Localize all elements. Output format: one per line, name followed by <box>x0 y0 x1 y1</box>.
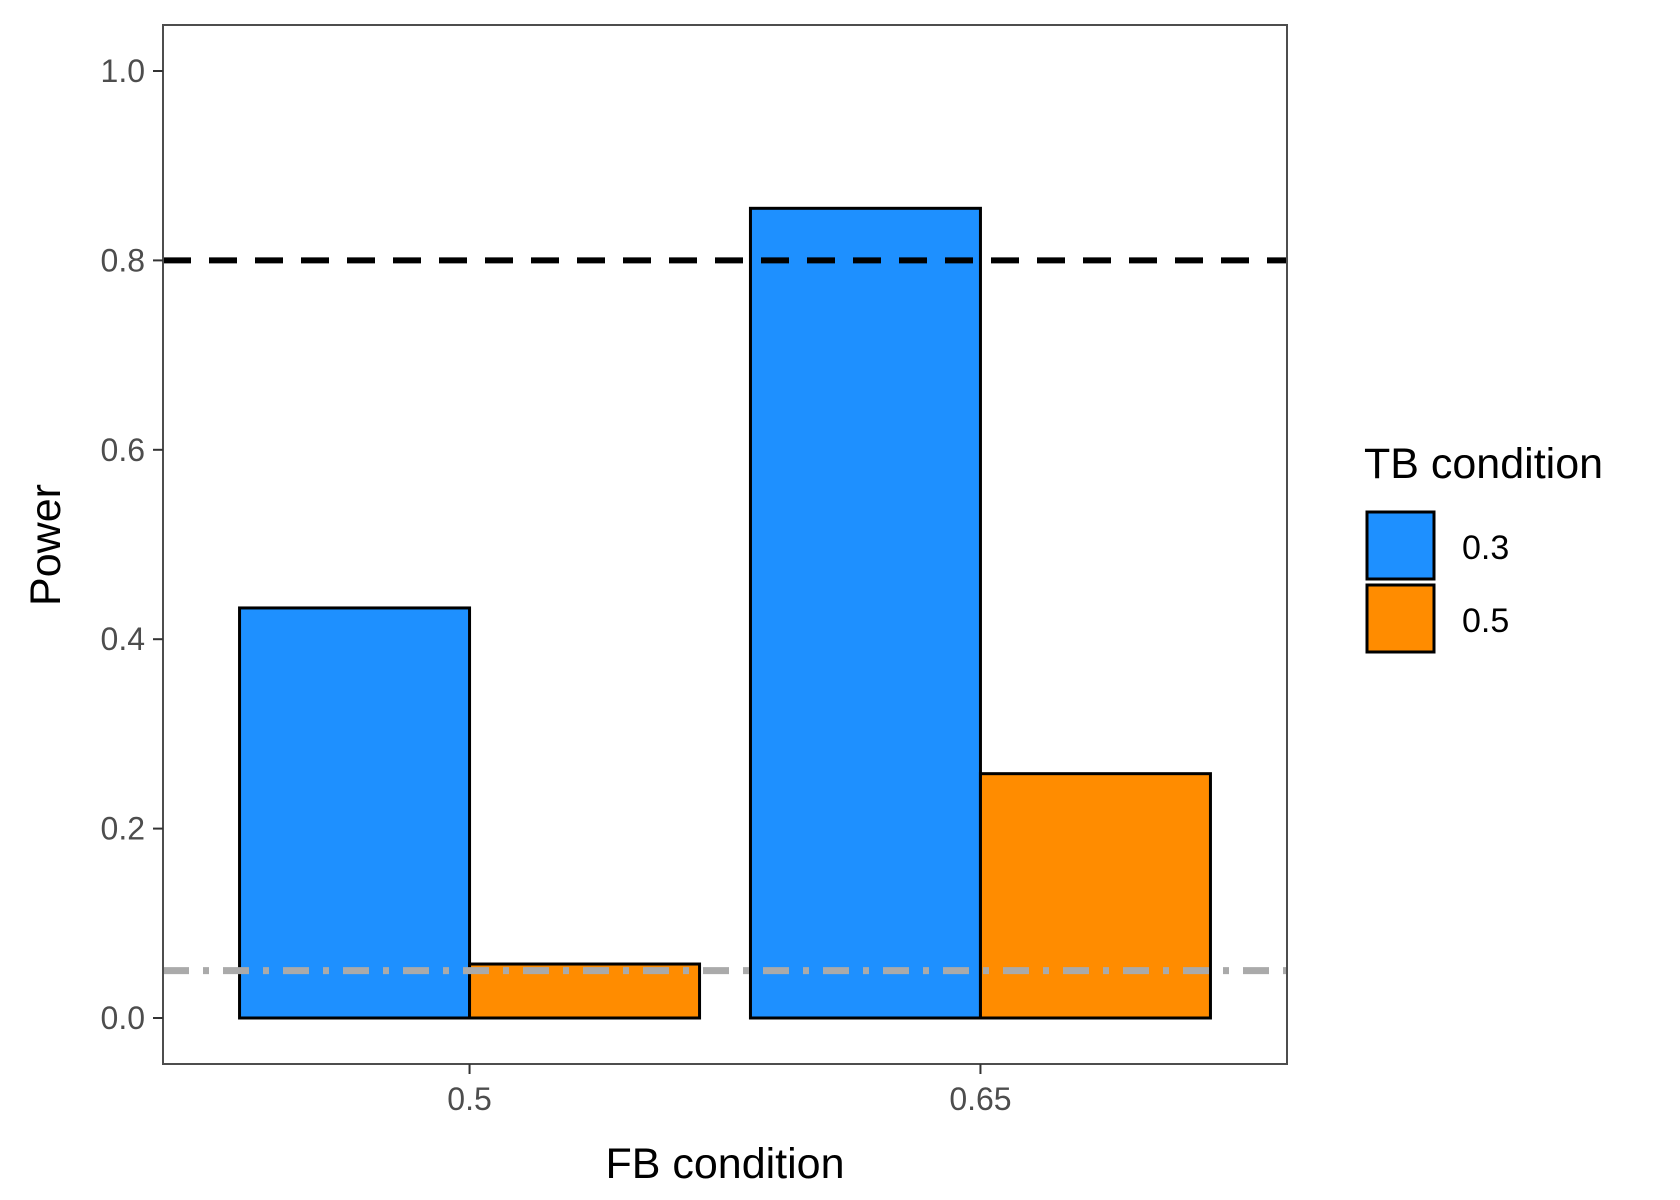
y-axis-title: Power <box>22 484 70 606</box>
x-tick-label-0.65: 0.65 <box>949 1081 1011 1117</box>
plot-panel-border <box>162 24 1288 1065</box>
bar-0.5-0.65 <box>978 772 1212 1020</box>
bar-0.3-0.5 <box>238 606 472 1020</box>
x-tick-label-0.5: 0.5 <box>447 1081 491 1117</box>
legend-label-0.3: 0.3 <box>1462 529 1509 567</box>
y-tick-label-0.6: 0.6 <box>101 432 145 468</box>
bar-0.3-0.65 <box>748 206 982 1020</box>
y-tick-label-0.0: 0.0 <box>101 1000 145 1036</box>
legend-key-0.3 <box>1365 510 1436 581</box>
y-axis: 0.0 0.2 0.4 0.6 0.8 1.0 <box>101 53 163 1036</box>
bars-layer <box>238 206 1212 1020</box>
legend-title: TB condition <box>1364 440 1603 488</box>
x-axis-title: FB condition <box>605 1140 844 1188</box>
y-tick-label-1.0: 1.0 <box>101 53 145 89</box>
y-tick-label-0.2: 0.2 <box>101 811 145 847</box>
x-axis: 0.5 0.65 <box>447 1064 1012 1117</box>
y-tick-label-0.8: 0.8 <box>101 242 145 278</box>
legend-label-0.5: 0.5 <box>1462 602 1509 640</box>
legend-key-0.5 <box>1365 583 1436 654</box>
y-tick-label-0.4: 0.4 <box>101 621 145 657</box>
reference-lines <box>163 257 1287 975</box>
legend: TB condition 0.3 0.5 <box>1364 440 1603 654</box>
